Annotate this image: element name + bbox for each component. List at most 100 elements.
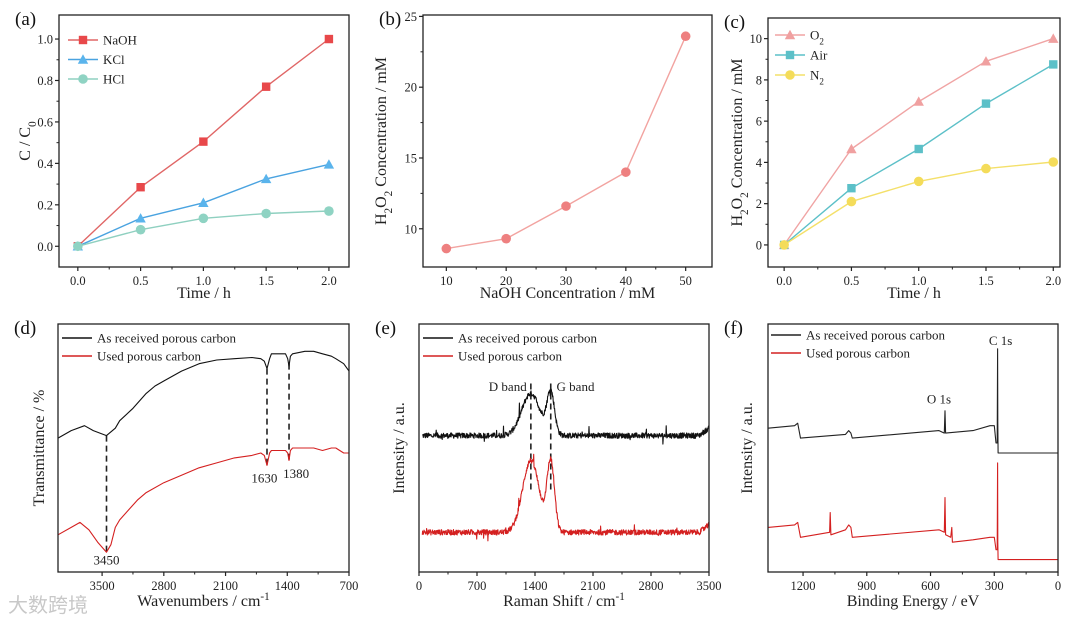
data-point (501, 233, 511, 244)
data-point (198, 213, 209, 224)
legend-label: Used porous carbon (806, 346, 910, 361)
annotation: O 1s (927, 391, 951, 406)
text-part: O (373, 196, 390, 208)
text-part: Wavenumbers / cm (137, 593, 261, 610)
plot-frame (58, 14, 350, 268)
x-tick-label: 40 (620, 274, 633, 288)
panel-label: (b) (379, 9, 401, 30)
text-part: Intensity / a.u. (391, 402, 408, 494)
x-tick-label: 0.5 (133, 274, 149, 288)
text-part: As received porous carbon (97, 331, 236, 346)
data-point (135, 224, 146, 235)
y-tick-label: 25 (405, 10, 418, 24)
data-point (846, 143, 857, 154)
x-tick-label: 10 (440, 274, 453, 288)
subscript: 0 (27, 121, 39, 127)
series-line (446, 35, 687, 250)
y-tick-label: 15 (405, 151, 418, 165)
x-tick-label: 3500 (90, 579, 115, 593)
subscript: 2 (819, 37, 824, 47)
text-part: Air (810, 48, 828, 63)
data-point (980, 56, 992, 66)
x-tick-label: 2100 (213, 579, 238, 593)
text-part: Time / h (887, 285, 941, 302)
y-tick-label: 1.0 (37, 33, 53, 47)
text-part: Time / h (177, 285, 231, 302)
text-part: As received porous carbon (806, 328, 945, 343)
x-axis-label: Time / h (887, 285, 941, 302)
legend-marker (78, 74, 88, 84)
plot-frame (422, 14, 713, 268)
chart-panel-d: (d) 3500 2800 2100 1400 700 Wavenumbers / cm-1… (14, 318, 358, 610)
data-point (561, 201, 571, 211)
data-point (981, 99, 991, 108)
y-axis-label: C / C0 (17, 121, 39, 161)
plot-frame (767, 323, 1059, 573)
panel-label: (d) (14, 318, 36, 339)
x-tick-label: 1400 (523, 579, 548, 593)
x-tick-label: 3500 (697, 579, 722, 593)
legend-label: Used porous carbon (97, 349, 201, 364)
x-axis-label: Wavenumbers / cm-1 (137, 591, 269, 610)
y-axis-label: Intensity / a.u. (739, 402, 756, 494)
text-part: Raman Shift / cm (503, 593, 616, 610)
data-point (199, 137, 208, 146)
text-part: H (373, 213, 390, 225)
series (778, 33, 1059, 250)
y-tick-label: 6 (756, 115, 762, 129)
annotation: G band (557, 379, 595, 394)
data-point (847, 183, 856, 193)
y-tick-label: 8 (756, 73, 762, 87)
series (57, 447, 349, 553)
superscript: -1 (616, 591, 625, 603)
data-point (846, 196, 857, 207)
text-part: As received porous carbon (458, 331, 597, 346)
x-tick-label: 2.0 (321, 274, 337, 288)
legend-label: Air (810, 48, 828, 63)
series-line (767, 348, 1058, 454)
y-tick-label: 0.6 (37, 115, 53, 129)
x-tick-label: 0.0 (776, 274, 792, 288)
text-part: HCl (103, 72, 125, 87)
legend-marker (784, 29, 796, 40)
legend-marker (785, 50, 795, 60)
data-point (324, 206, 334, 216)
text-part: Intensity / a.u. (739, 402, 756, 494)
text-part: O (810, 28, 819, 43)
x-tick-label: 700 (468, 579, 487, 593)
plot-frame (57, 323, 350, 573)
series (73, 206, 334, 252)
text-part: O (729, 198, 746, 210)
annotation: 3450 (94, 553, 120, 568)
subscript: 2 (819, 77, 824, 87)
text-part: Concentration / mM (373, 57, 390, 191)
data-point (1048, 157, 1059, 167)
data-point (135, 213, 146, 223)
x-tick-label: 2800 (639, 579, 664, 593)
x-tick-label: 50 (679, 274, 692, 288)
text-part: Used porous carbon (97, 349, 201, 364)
y-tick-label: 4 (756, 156, 763, 170)
plot-frame (418, 323, 710, 573)
series (441, 31, 691, 254)
x-tick-label: 300 (985, 579, 1004, 593)
legend-label: O2 (810, 28, 824, 47)
data-point (198, 197, 209, 207)
subscript: 2 (739, 209, 751, 215)
x-tick-label: 20 (500, 274, 513, 288)
legend-label: HCl (103, 72, 125, 87)
y-tick-label: 0.2 (37, 198, 53, 212)
y-axis-label: Transmittance / % (31, 390, 48, 507)
legend-label: As received porous carbon (97, 331, 236, 346)
text-part: N (810, 68, 820, 83)
y-axis-label: Intensity / a.u. (391, 402, 408, 494)
text-part: Binding Energy / eV (847, 593, 980, 610)
legend-label: As received porous carbon (458, 331, 597, 346)
x-tick-label: 0.5 (844, 274, 860, 288)
data-point (261, 208, 271, 219)
annotation: 1380 (283, 466, 309, 481)
series (767, 462, 1058, 561)
series-line (783, 37, 1054, 246)
x-axis-label: Binding Energy / eV (847, 593, 980, 610)
